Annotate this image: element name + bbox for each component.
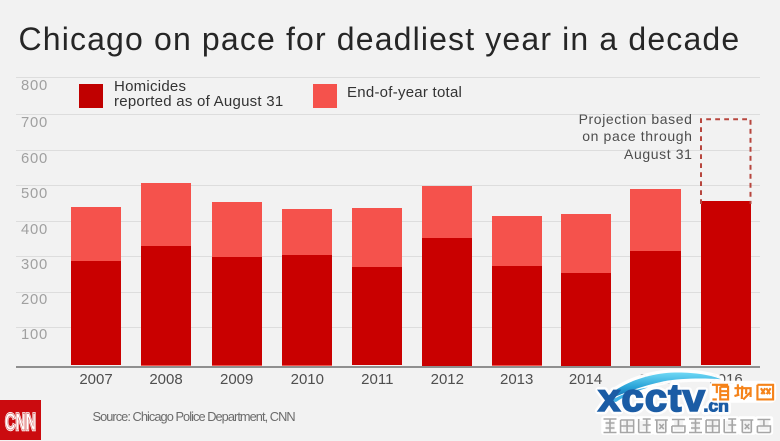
svg-text:CNN: CNN (5, 409, 36, 436)
svg-text:xcctv: xcctv (598, 377, 706, 420)
svg-text:CNN: CNN (5, 409, 36, 436)
